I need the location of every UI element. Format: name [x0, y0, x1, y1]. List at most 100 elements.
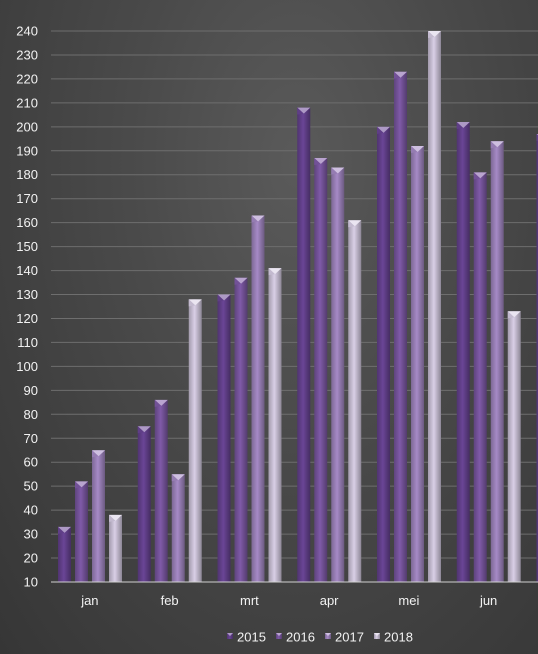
bar-cap-side — [314, 157, 321, 165]
bar-body — [507, 311, 521, 582]
bar-body — [217, 294, 231, 582]
bar-cap — [428, 31, 441, 37]
x-axis-ticks: janfebmrtaprmeijunjul — [80, 593, 497, 608]
y-tick-label: 220 — [16, 71, 38, 86]
y-tick-label: 140 — [16, 263, 38, 278]
bar-cap — [188, 299, 202, 306]
bar-cap — [297, 107, 311, 114]
bar-apr-2015 — [297, 107, 311, 583]
bar-feb-2015 — [137, 426, 151, 582]
bar-cap-side — [58, 526, 65, 534]
bar-cap-side — [154, 399, 162, 407]
y-axis-ticks: 10 20 30 40 50 60 70 80 90 100 110 120 130 140 150 160 1… — [16, 24, 38, 590]
bar-cap-side — [188, 299, 196, 307]
bar-apr-2017 — [331, 167, 345, 582]
legend-label: 2017 — [335, 630, 364, 645]
x-tick-label: apr — [320, 593, 339, 608]
bar-cap — [251, 215, 265, 222]
y-tick-label: 30 — [24, 527, 38, 542]
y-tick-label: 200 — [16, 119, 38, 134]
bar-body — [411, 145, 424, 582]
bar-jan-2015 — [58, 526, 71, 582]
bar-mei-2016 — [394, 71, 407, 583]
bar-cap-side — [234, 277, 241, 285]
bar-cap — [137, 426, 151, 433]
legend-item-2018: 2018 — [374, 630, 413, 645]
bar-cap — [394, 71, 407, 78]
bar-cap — [377, 126, 390, 133]
bar-cap-side — [473, 172, 481, 180]
bar-body — [109, 514, 122, 582]
bar-body — [75, 481, 88, 582]
y-tick-label: 10 — [24, 575, 38, 590]
bar-cap — [234, 277, 248, 284]
bar-jun-2016 — [473, 172, 487, 582]
y-tick-label: 130 — [16, 287, 38, 302]
bar-cap-side — [217, 294, 224, 302]
bar-cap-side — [297, 107, 304, 115]
y-tick-label: 170 — [16, 191, 38, 206]
y-tick-label: 70 — [24, 431, 38, 446]
bar-cap — [92, 450, 105, 457]
y-tick-label: 120 — [16, 311, 38, 326]
bar-body — [251, 215, 265, 582]
bar-mrt-2018 — [268, 268, 282, 582]
bar-jun-2015 — [456, 122, 470, 582]
bar-body — [428, 31, 441, 582]
bar-body — [234, 277, 248, 582]
y-tick-label: 210 — [16, 95, 38, 110]
bar-cap — [154, 399, 168, 406]
bar-apr-2016 — [314, 157, 328, 583]
y-tick-label: 60 — [24, 455, 38, 470]
bar-body — [473, 172, 487, 582]
bars — [58, 31, 538, 583]
bar-feb-2016 — [154, 399, 168, 582]
bar-jan-2016 — [75, 481, 88, 582]
bar-mrt-2015 — [217, 294, 231, 582]
bar-body — [137, 426, 151, 582]
bar-feb-2017 — [171, 474, 185, 582]
bar-jan-2018 — [109, 514, 122, 582]
bar-mrt-2016 — [234, 277, 248, 582]
x-tick-label: mrt — [240, 593, 259, 608]
bar-cap — [473, 172, 487, 179]
bar-cap-side — [348, 220, 355, 228]
bar-cap — [456, 122, 470, 129]
bar-cap-side — [428, 31, 435, 38]
bar-body — [268, 268, 282, 582]
bar-cap-side — [251, 215, 258, 223]
bar-cap — [109, 514, 122, 521]
bar-cap-side — [137, 426, 145, 434]
bar-cap-side — [75, 481, 82, 489]
bar-body — [536, 134, 538, 582]
bar-cap-side — [268, 268, 275, 276]
bar-mei-2017 — [411, 145, 424, 582]
y-tick-label: 20 — [24, 551, 38, 566]
bar-jun-2018 — [507, 311, 521, 582]
legend-swatch-cap — [227, 633, 233, 636]
y-tick-label: 240 — [16, 24, 38, 39]
bar-cap — [507, 311, 521, 318]
bar-cap — [314, 157, 328, 164]
bar-body — [394, 71, 407, 583]
bar-cap — [75, 481, 88, 488]
x-tick-label: jan — [80, 593, 98, 608]
bar-cap-side — [377, 126, 384, 134]
legend-label: 2016 — [286, 630, 315, 645]
y-tick-label: 190 — [16, 143, 38, 158]
y-tick-label: 230 — [16, 47, 38, 62]
y-tick-label: 50 — [24, 479, 38, 494]
bar-cap-side — [456, 122, 464, 130]
bar-cap — [348, 220, 362, 227]
bar-body — [92, 450, 105, 582]
legend-label: 2018 — [384, 630, 413, 645]
bar-cap-side — [92, 450, 99, 458]
bar-body — [188, 299, 202, 582]
bar-mrt-2017 — [251, 215, 265, 582]
bar-cap — [171, 474, 185, 481]
bar-body — [314, 157, 328, 583]
bar-cap-side — [507, 311, 515, 319]
bar-cap — [490, 141, 504, 148]
legend: 2015 2016 2017 2018 — [227, 630, 413, 645]
